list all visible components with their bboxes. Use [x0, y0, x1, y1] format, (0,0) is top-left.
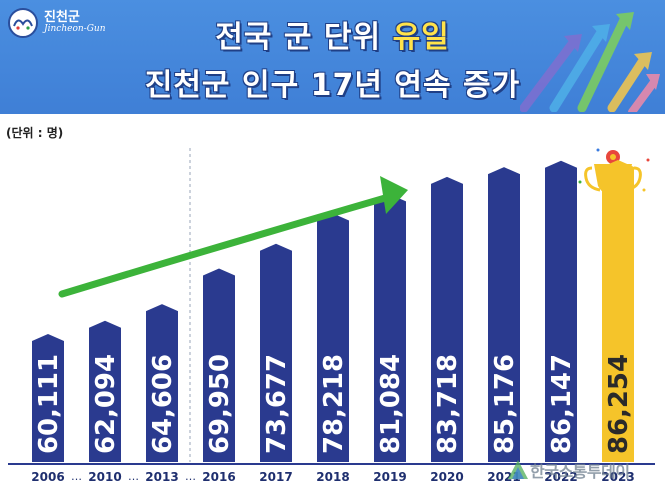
x-axis-labels: 2006… 2010… 2013… 2016 2017 2018 2019 2020 2021 2… — [31, 470, 634, 484]
value-label-2022: 86,147 — [547, 354, 577, 454]
trend-arrow-icon — [58, 176, 408, 298]
headline-highlight: 유일 — [392, 20, 450, 55]
axis-gap-separator: … — [128, 470, 139, 483]
county-logo-icon — [8, 8, 38, 38]
x-tick-2006: 2006 — [31, 470, 64, 484]
axis-gap-separator: … — [185, 470, 196, 483]
bar-2006 — [32, 334, 64, 462]
x-tick-2020: 2020 — [430, 470, 463, 484]
x-tick-2019: 2019 — [373, 470, 406, 484]
value-label-2016: 69,950 — [205, 354, 235, 454]
x-tick-2018: 2018 — [316, 470, 349, 484]
bar-2023 — [602, 160, 634, 462]
logo-subtitle: Jincheon-Gun — [44, 24, 106, 34]
header-banner: 진천군 Jincheon-Gun 전국 군 단위 유일 진천군 인구 17년 연… — [0, 0, 665, 114]
bar-2020 — [431, 176, 463, 463]
headline-prefix: 전국 군 단위 — [215, 20, 393, 55]
bars-group: 60,111 62,094 64,606 69,950 73,677 78,218 81,0… — [32, 160, 634, 463]
value-label-2021: 85,176 — [490, 354, 520, 454]
x-tick-2022: 2022 — [544, 470, 577, 484]
bar-2010 — [89, 320, 121, 462]
value-label-2019: 81,084 — [376, 354, 406, 454]
x-tick-2013: 2013 — [145, 470, 178, 484]
value-label-2020: 83,718 — [433, 354, 463, 454]
x-tick-2010: 2010 — [88, 470, 121, 484]
value-label-2013: 64,606 — [148, 354, 178, 454]
logo-name: 진천군 — [44, 10, 80, 25]
value-label-2018: 78,218 — [319, 354, 349, 454]
bar-2022 — [545, 160, 577, 462]
value-label-2010: 62,094 — [91, 354, 121, 454]
watermark-text: 한국소통투데이 — [530, 462, 630, 481]
x-tick-2017: 2017 — [259, 470, 292, 484]
rising-arrows-icon — [520, 12, 660, 112]
bar-2021 — [488, 167, 520, 462]
bar-2016 — [203, 268, 235, 462]
headline-line-2: 진천군 인구 17년 연속 증가 — [144, 68, 521, 103]
bar-2019 — [374, 194, 406, 462]
value-label-2017: 73,677 — [262, 354, 292, 454]
watermark-logo-icon — [508, 460, 528, 479]
value-label-2006: 60,111 — [34, 354, 64, 454]
bar-2017 — [260, 243, 292, 462]
value-label-2023: 86,254 — [604, 354, 634, 454]
x-tick-2016: 2016 — [202, 470, 235, 484]
x-tick-2023: 2023 — [601, 470, 634, 484]
bar-2013 — [146, 304, 178, 462]
bar-2018 — [317, 213, 349, 462]
headline-line-1: 전국 군 단위 유일 — [0, 12, 665, 56]
axis-gap-separator: … — [71, 470, 82, 483]
unit-label: (단위 : 명) — [6, 126, 64, 140]
